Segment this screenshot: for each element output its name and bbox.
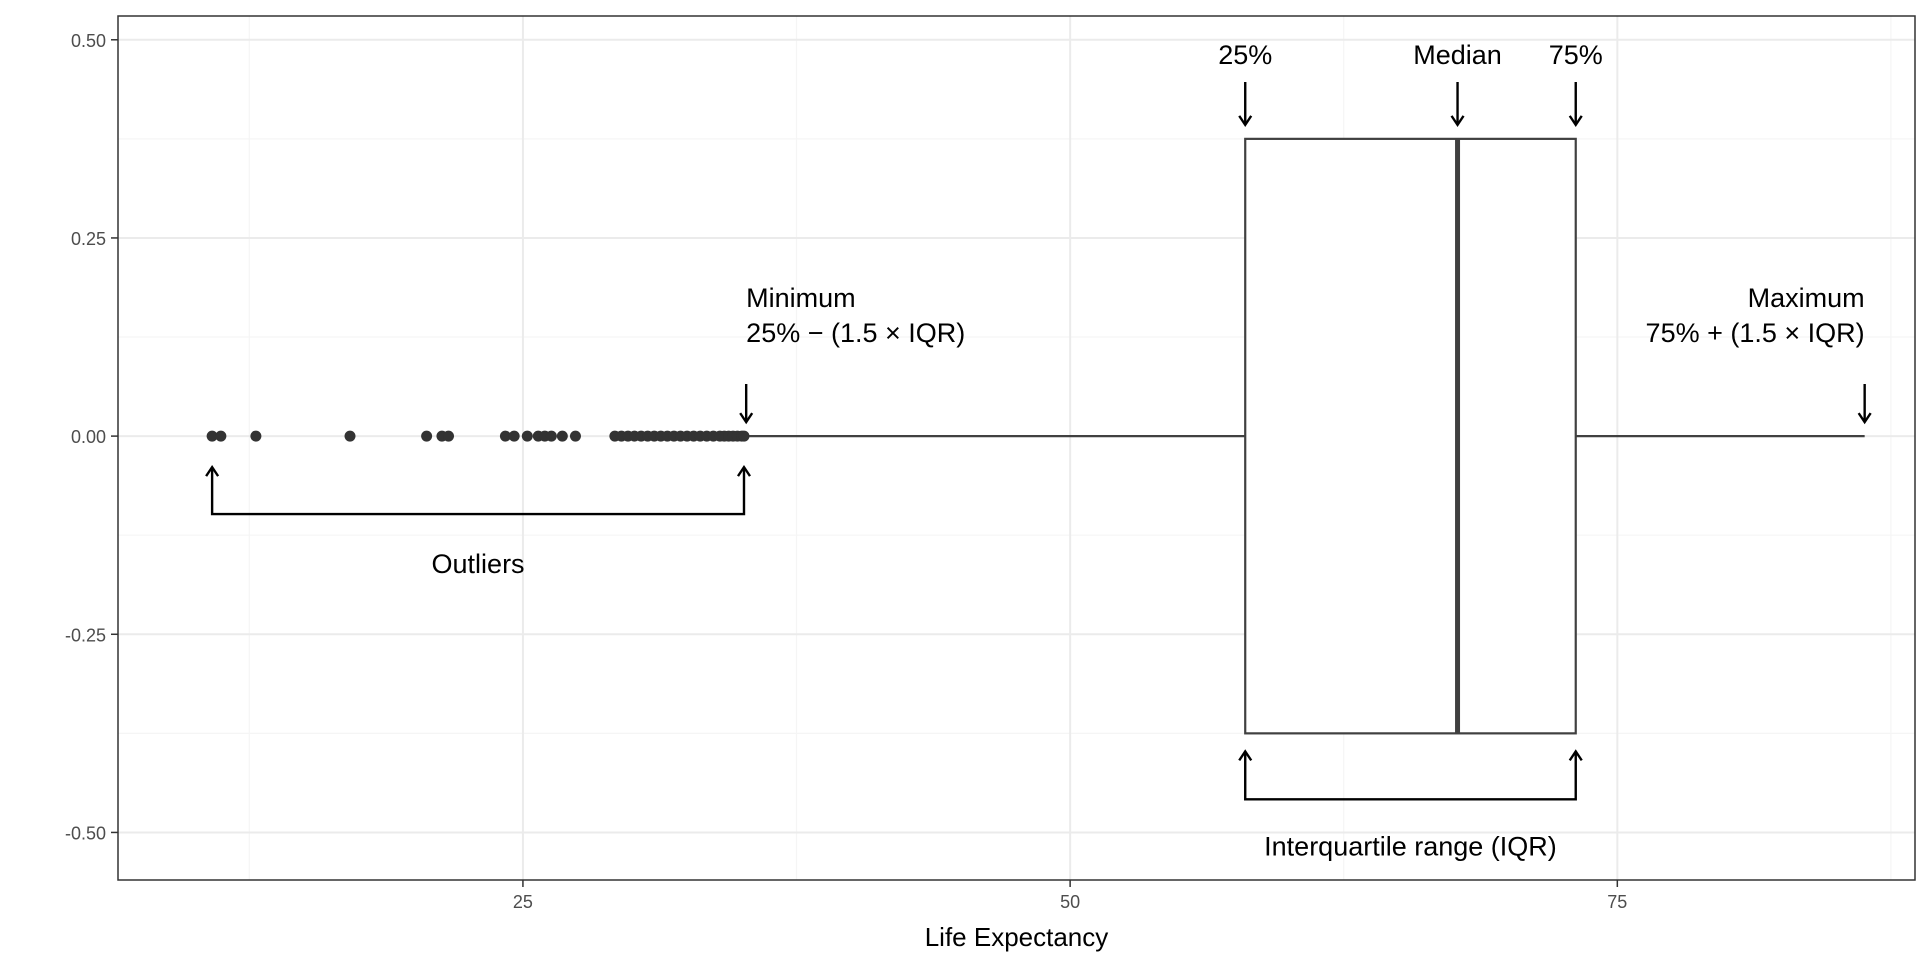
q3-annotation: 75% bbox=[1549, 40, 1603, 70]
iqr-annotation: Interquartile range (IQR) bbox=[1264, 831, 1557, 861]
outlier-point bbox=[206, 430, 218, 442]
outlier-point bbox=[443, 430, 455, 442]
minimum-annotation-line2: 25% − (1.5 × IQR) bbox=[746, 318, 965, 348]
y-tick-label: -0.50 bbox=[65, 823, 106, 843]
outliers-annotation: Outliers bbox=[432, 549, 525, 579]
outlier-point bbox=[508, 430, 520, 442]
iqr-bracket-head bbox=[1238, 749, 1253, 762]
plot-data bbox=[206, 137, 1865, 735]
outlier-point bbox=[344, 430, 356, 442]
minimum-arrow-head bbox=[739, 412, 754, 425]
y-tick-label: 0.50 bbox=[71, 31, 106, 51]
y-tick-label: 0.00 bbox=[71, 427, 106, 447]
q1-annotation: 25% bbox=[1218, 40, 1272, 70]
maximum-annotation-line2: 75% + (1.5 × IQR) bbox=[1646, 318, 1865, 348]
outlier-point bbox=[569, 430, 581, 442]
outlier-point bbox=[215, 430, 227, 442]
q3-arrow bbox=[1568, 82, 1583, 128]
minimum-annotation-line1: Minimum bbox=[746, 283, 856, 313]
outlier-point bbox=[545, 430, 557, 442]
axes: 0.50 0.25 0.00 -0.25 -0.50 25 50 75 Life Expecta… bbox=[65, 31, 1627, 952]
minimum-arrow bbox=[739, 384, 754, 425]
median-arrow-head bbox=[1450, 115, 1465, 128]
q1-arrow bbox=[1238, 82, 1253, 128]
maximum-arrow bbox=[1857, 384, 1872, 425]
x-tick-label: 50 bbox=[1060, 892, 1080, 912]
median-arrow bbox=[1450, 82, 1465, 128]
outlier-point bbox=[499, 430, 511, 442]
q3-arrow-head bbox=[1568, 115, 1583, 128]
annotations: 25% Median 75% Minimum 25% − (1.5 × IQR) Maxi… bbox=[205, 40, 1872, 861]
y-tick-label: -0.25 bbox=[65, 625, 106, 645]
panel-border bbox=[117, 15, 1916, 881]
outliers-bracket bbox=[205, 464, 751, 516]
y-tick-label: 0.25 bbox=[71, 229, 106, 249]
iqr-bracket bbox=[1238, 749, 1583, 801]
maximum-arrow-head bbox=[1857, 412, 1872, 425]
outlier-point bbox=[250, 430, 262, 442]
iqr-bracket-head bbox=[1568, 749, 1583, 762]
x-tick-label: 75 bbox=[1607, 892, 1627, 912]
outlier-point bbox=[738, 430, 750, 442]
outliers-bracket-head bbox=[736, 464, 751, 477]
median-annotation: Median bbox=[1413, 40, 1502, 70]
maximum-annotation-line1: Maximum bbox=[1748, 283, 1865, 313]
iqr-bracket-line bbox=[1244, 751, 1577, 801]
iqr-box bbox=[1244, 137, 1577, 735]
outliers-bracket-head bbox=[205, 464, 220, 477]
outlier-point bbox=[521, 430, 533, 442]
outliers-bracket-line bbox=[210, 467, 746, 516]
x-axis-title: Life Expectancy bbox=[925, 922, 1109, 952]
q1-arrow-head bbox=[1238, 115, 1253, 128]
outlier-point bbox=[556, 430, 568, 442]
grid-lines bbox=[118, 16, 1915, 880]
x-tick-label: 25 bbox=[513, 892, 533, 912]
outlier-point bbox=[421, 430, 433, 442]
